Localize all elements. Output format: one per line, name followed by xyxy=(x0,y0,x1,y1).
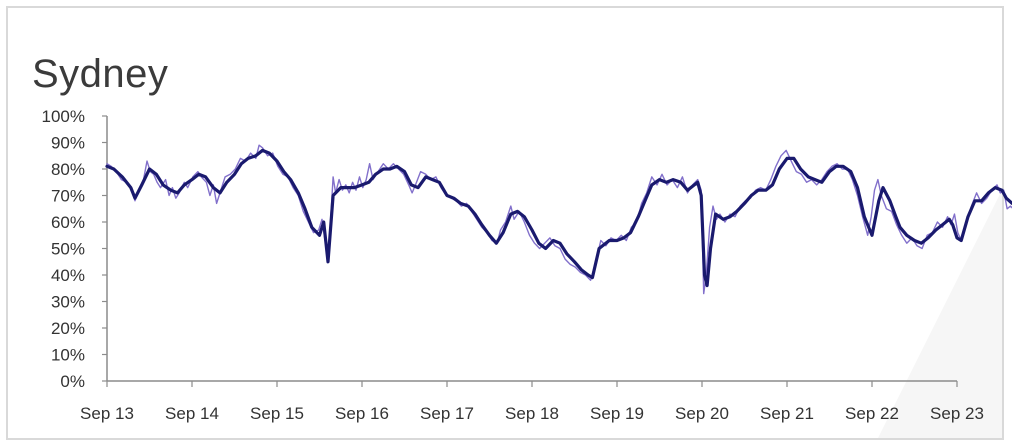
x-tick-label: Sep 21 xyxy=(760,404,814,423)
y-tick-label: 80% xyxy=(51,160,85,179)
y-tick-label: 20% xyxy=(51,319,85,338)
x-tick-label: Sep 17 xyxy=(420,404,474,423)
x-tick-label: Sep 22 xyxy=(845,404,899,423)
y-tick-label: 60% xyxy=(51,213,85,232)
chart-title: Sydney xyxy=(32,52,169,96)
x-tick-label: Sep 16 xyxy=(335,404,389,423)
x-tick-label: Sep 18 xyxy=(505,404,559,423)
x-axis: Sep 13 Sep 14 Sep 15 Sep 16 Sep 17 Sep 18 Sep … xyxy=(80,380,984,423)
x-tick-label: Sep 15 xyxy=(250,404,304,423)
y-tick-label: 70% xyxy=(51,187,85,206)
x-tick-label: Sep 23 xyxy=(930,404,984,423)
y-tick-label: 10% xyxy=(51,346,85,365)
x-tick-label: Sep 19 xyxy=(590,404,644,423)
y-tick-label: 40% xyxy=(51,266,85,285)
x-tick-label: Sep 13 xyxy=(80,404,134,423)
y-tick-label: 100% xyxy=(42,107,85,126)
y-tick-label: 0% xyxy=(60,372,85,391)
chart-frame xyxy=(6,6,1004,440)
y-tick-label: 30% xyxy=(51,293,85,312)
y-axis: 0% 10% 20% 30% 40% 50% 60% 70% 80% 90% 100% xyxy=(42,107,108,391)
series-layer xyxy=(105,144,1012,295)
y-tick-label: 50% xyxy=(51,240,85,259)
series-line-smoothed xyxy=(105,148,1012,288)
x-tick-label: Sep 14 xyxy=(165,404,219,423)
x-tick-label: Sep 20 xyxy=(675,404,729,423)
y-tick-label: 90% xyxy=(51,134,85,153)
